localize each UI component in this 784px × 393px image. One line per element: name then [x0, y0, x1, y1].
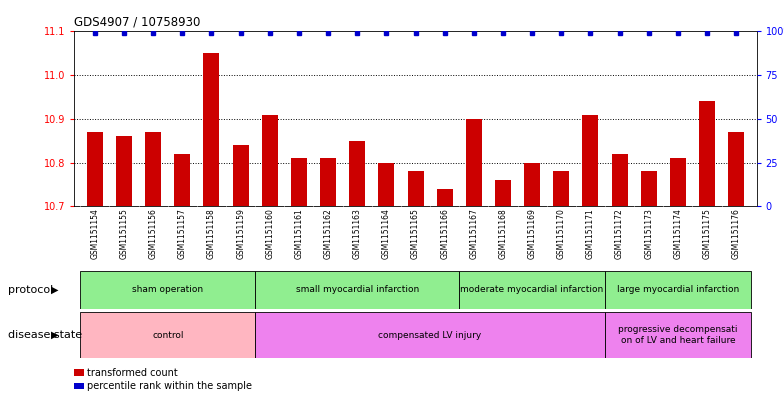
Text: GSM1151175: GSM1151175 — [702, 208, 712, 259]
Text: progressive decompensati
on of LV and heart failure: progressive decompensati on of LV and he… — [618, 325, 738, 345]
Text: small myocardial infarction: small myocardial infarction — [296, 285, 419, 294]
Text: GSM1151172: GSM1151172 — [615, 208, 624, 259]
Text: percentile rank within the sample: percentile rank within the sample — [87, 381, 252, 391]
Bar — [612, 154, 627, 206]
Bar — [174, 154, 191, 206]
Text: GSM1151170: GSM1151170 — [557, 208, 566, 259]
Bar — [605, 312, 751, 358]
Bar — [116, 136, 132, 206]
Bar — [670, 158, 686, 206]
Text: GSM1151160: GSM1151160 — [265, 208, 274, 259]
Text: GSM1151171: GSM1151171 — [586, 208, 595, 259]
Text: sham operation: sham operation — [132, 285, 203, 294]
Bar — [605, 271, 751, 309]
Text: GDS4907 / 10758930: GDS4907 / 10758930 — [74, 16, 201, 29]
Bar — [349, 141, 365, 206]
Text: ▶: ▶ — [51, 330, 59, 340]
Bar — [204, 53, 220, 206]
Text: compensated LV injury: compensated LV injury — [379, 331, 481, 340]
Bar — [459, 271, 605, 309]
Bar — [495, 180, 511, 206]
Text: GSM1151173: GSM1151173 — [644, 208, 653, 259]
Text: GSM1151167: GSM1151167 — [470, 208, 478, 259]
Text: transformed count: transformed count — [87, 367, 178, 378]
Text: disease state: disease state — [8, 330, 82, 340]
Bar — [728, 132, 744, 206]
Text: GSM1151168: GSM1151168 — [499, 208, 507, 259]
Text: control: control — [152, 331, 183, 340]
Text: GSM1151169: GSM1151169 — [528, 208, 536, 259]
Text: GSM1151163: GSM1151163 — [353, 208, 361, 259]
Text: GSM1151158: GSM1151158 — [207, 208, 216, 259]
Bar — [145, 132, 162, 206]
Bar — [291, 158, 307, 206]
Bar — [641, 171, 657, 206]
Text: GSM1151164: GSM1151164 — [382, 208, 391, 259]
Bar — [262, 114, 278, 206]
Bar — [437, 189, 452, 206]
Bar — [80, 271, 256, 309]
Bar — [87, 132, 103, 206]
Text: GSM1151176: GSM1151176 — [731, 208, 741, 259]
Text: GSM1151174: GSM1151174 — [673, 208, 682, 259]
Text: GSM1151156: GSM1151156 — [149, 208, 158, 259]
Bar — [408, 171, 423, 206]
Text: GSM1151162: GSM1151162 — [324, 208, 332, 259]
Text: moderate myocardial infarction: moderate myocardial infarction — [460, 285, 604, 294]
Text: protocol: protocol — [8, 285, 53, 295]
Text: large myocardial infarction: large myocardial infarction — [617, 285, 739, 294]
Bar — [80, 312, 256, 358]
Text: GSM1151161: GSM1151161 — [295, 208, 303, 259]
Bar — [320, 158, 336, 206]
Bar — [256, 271, 459, 309]
Bar — [524, 163, 540, 206]
Bar — [256, 312, 605, 358]
Bar — [554, 171, 569, 206]
Text: GSM1151157: GSM1151157 — [178, 208, 187, 259]
Bar — [583, 114, 598, 206]
Text: GSM1151155: GSM1151155 — [119, 208, 129, 259]
Bar — [233, 145, 249, 206]
Text: GSM1151165: GSM1151165 — [411, 208, 420, 259]
Text: GSM1151166: GSM1151166 — [440, 208, 449, 259]
Bar — [379, 163, 394, 206]
Text: GSM1151154: GSM1151154 — [90, 208, 100, 259]
Bar — [699, 101, 715, 206]
Text: ▶: ▶ — [51, 285, 59, 295]
Text: GSM1151159: GSM1151159 — [236, 208, 245, 259]
Bar — [466, 119, 482, 206]
